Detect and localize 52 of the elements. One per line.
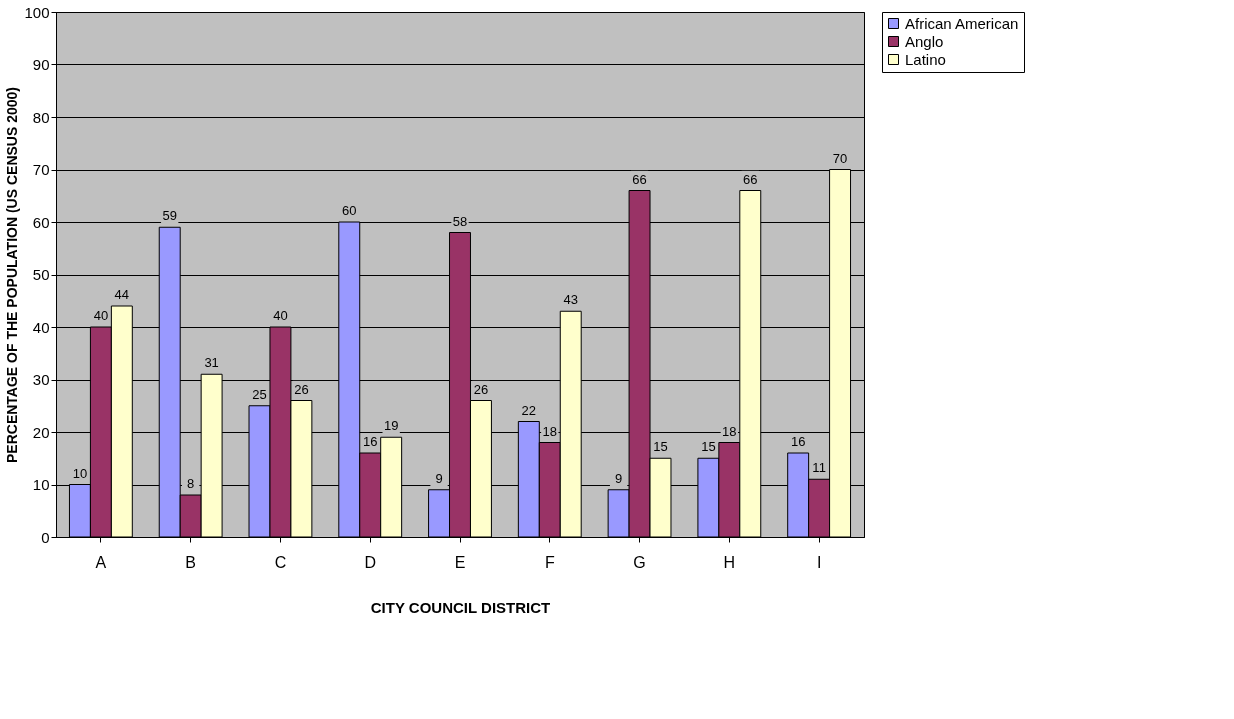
- y-tick-label: 60: [32, 213, 50, 231]
- y-tick-label: 20: [32, 423, 50, 441]
- x-tick-label: C: [274, 553, 287, 571]
- data-label: 26: [294, 381, 309, 397]
- x-tick-label: B: [185, 553, 196, 571]
- y-tick-label: 40: [32, 318, 50, 336]
- legend-label: African American: [905, 14, 1019, 32]
- data-label: 11: [812, 460, 826, 476]
- x-tick-label: I: [816, 553, 822, 571]
- x-tick-label: G: [633, 553, 646, 571]
- data-label: 44: [114, 287, 130, 302]
- x-axis-title: CITY COUNCIL DISTRICT: [370, 598, 551, 616]
- data-label: 40: [273, 308, 288, 323]
- data-label: 8: [187, 476, 195, 491]
- data-label: 66: [743, 171, 758, 187]
- data-label: 26: [473, 381, 489, 397]
- legend-label: Latino: [905, 50, 946, 68]
- y-tick-label: 80: [32, 108, 50, 126]
- data-label: 43: [563, 292, 578, 308]
- data-label: 9: [614, 470, 623, 486]
- data-label: 19: [383, 418, 399, 434]
- data-label: 70: [832, 150, 848, 166]
- data-label: 25: [252, 386, 267, 402]
- data-label: 18: [542, 423, 558, 439]
- data-label: 31: [204, 355, 219, 371]
- data-label: 22: [521, 402, 537, 418]
- data-label: 40: [93, 308, 109, 323]
- data-label: 59: [162, 208, 177, 224]
- data-label: 10: [72, 465, 88, 481]
- x-tick-label: A: [95, 553, 107, 571]
- data-label: 15: [653, 439, 668, 455]
- data-label: 60: [342, 203, 357, 218]
- data-label: 66: [632, 171, 647, 187]
- legend-label: Anglo: [905, 32, 944, 50]
- y-tick-label: 100: [24, 3, 50, 21]
- y-tick-label: 0: [41, 528, 50, 546]
- y-tick-label: 30: [32, 371, 50, 388]
- y-tick-label: 70: [32, 161, 50, 178]
- x-tick-label: E: [454, 553, 466, 571]
- y-tick-label: 90: [32, 56, 50, 73]
- data-label: 16: [362, 434, 378, 449]
- x-tick-label: H: [723, 553, 736, 571]
- data-label: 58: [452, 213, 468, 229]
- data-label: 15: [701, 439, 716, 455]
- data-label: 9: [435, 470, 443, 486]
- data-label: 18: [722, 423, 737, 439]
- y-tick-label: 50: [32, 266, 50, 283]
- data-label: 16: [790, 434, 806, 449]
- y-axis-title: PERCENTAGE OF THE POPULATION (US CENSUS 2000): [4, 87, 21, 463]
- y-tick-label: 10: [32, 476, 50, 493]
- x-tick-label: D: [364, 553, 376, 571]
- x-tick-label: F: [544, 553, 555, 571]
